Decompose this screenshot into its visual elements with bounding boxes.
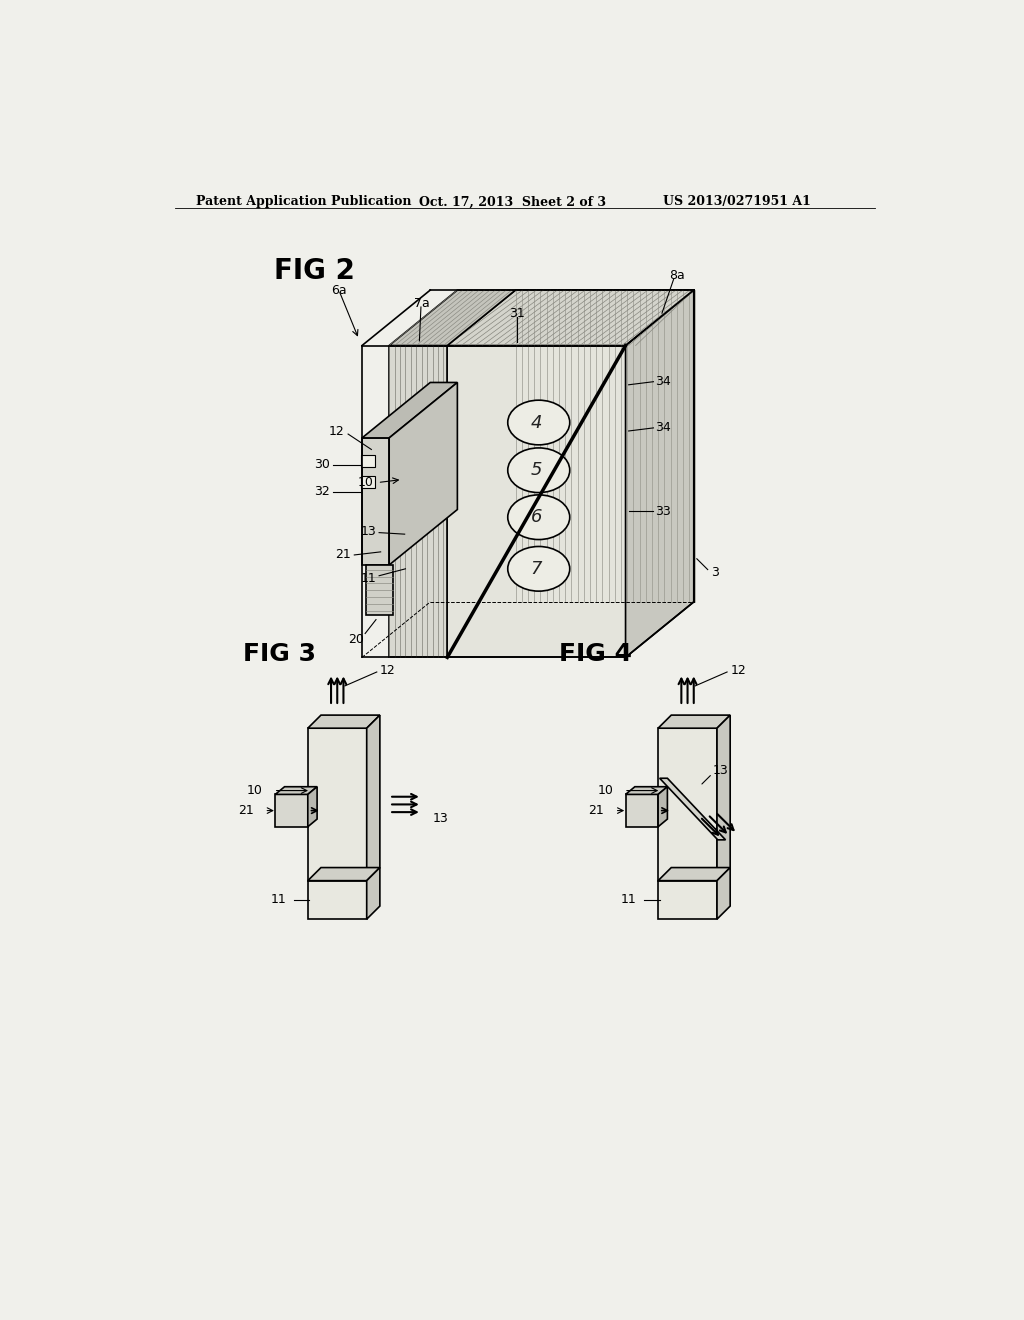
- Text: 6: 6: [530, 508, 542, 527]
- Ellipse shape: [508, 546, 569, 591]
- Polygon shape: [717, 715, 730, 880]
- Polygon shape: [367, 867, 380, 919]
- Polygon shape: [658, 867, 730, 880]
- FancyBboxPatch shape: [658, 729, 717, 880]
- Polygon shape: [659, 779, 726, 840]
- Polygon shape: [308, 867, 380, 880]
- Text: FIG 3: FIG 3: [243, 642, 315, 667]
- Ellipse shape: [508, 447, 569, 492]
- Polygon shape: [308, 715, 380, 729]
- Text: 12: 12: [329, 425, 344, 438]
- FancyBboxPatch shape: [275, 795, 308, 826]
- Text: 34: 34: [655, 375, 671, 388]
- Text: 21: 21: [336, 548, 351, 561]
- Polygon shape: [447, 290, 693, 346]
- Text: FIG 4: FIG 4: [559, 642, 632, 667]
- Text: 7a: 7a: [414, 297, 430, 310]
- Text: 3: 3: [712, 566, 720, 579]
- FancyBboxPatch shape: [626, 795, 658, 826]
- Text: 10: 10: [247, 784, 263, 797]
- Text: 4: 4: [530, 413, 542, 432]
- FancyBboxPatch shape: [308, 880, 367, 919]
- Text: Patent Application Publication: Patent Application Publication: [197, 195, 412, 209]
- Text: 10: 10: [597, 784, 613, 797]
- Polygon shape: [275, 787, 317, 795]
- Text: 34: 34: [655, 421, 671, 434]
- Polygon shape: [389, 290, 515, 346]
- FancyBboxPatch shape: [361, 455, 375, 467]
- Polygon shape: [447, 346, 626, 657]
- Text: 32: 32: [314, 486, 330, 499]
- Text: US 2013/0271951 A1: US 2013/0271951 A1: [663, 195, 811, 209]
- FancyBboxPatch shape: [361, 475, 375, 488]
- Polygon shape: [717, 867, 730, 919]
- Polygon shape: [308, 787, 317, 826]
- Text: 13: 13: [360, 524, 376, 537]
- Text: 11: 11: [270, 894, 286, 907]
- FancyBboxPatch shape: [308, 729, 367, 880]
- Ellipse shape: [508, 400, 569, 445]
- Text: 11: 11: [621, 894, 636, 907]
- Polygon shape: [367, 715, 380, 880]
- Text: 11: 11: [360, 573, 376, 585]
- FancyBboxPatch shape: [658, 880, 717, 919]
- Polygon shape: [362, 438, 389, 565]
- Polygon shape: [626, 290, 693, 657]
- Text: 13: 13: [432, 812, 449, 825]
- Text: 10: 10: [358, 477, 374, 490]
- Polygon shape: [658, 787, 668, 826]
- Text: Oct. 17, 2013  Sheet 2 of 3: Oct. 17, 2013 Sheet 2 of 3: [419, 195, 605, 209]
- Text: 31: 31: [509, 306, 525, 319]
- Text: 21: 21: [238, 804, 254, 817]
- Polygon shape: [389, 383, 458, 565]
- Text: FIG 2: FIG 2: [273, 257, 354, 285]
- Text: 13: 13: [713, 764, 728, 777]
- Polygon shape: [366, 565, 393, 615]
- Polygon shape: [626, 787, 668, 795]
- Text: 30: 30: [313, 458, 330, 471]
- Text: 7: 7: [530, 560, 542, 578]
- Ellipse shape: [508, 495, 569, 540]
- Text: 6a: 6a: [331, 284, 346, 297]
- Text: 20: 20: [348, 634, 364, 647]
- Polygon shape: [515, 290, 693, 602]
- Text: 5: 5: [530, 461, 542, 479]
- Text: 33: 33: [655, 504, 671, 517]
- Polygon shape: [658, 715, 730, 729]
- Polygon shape: [362, 383, 458, 438]
- Text: 12: 12: [730, 664, 745, 677]
- Polygon shape: [389, 346, 447, 657]
- Text: 21: 21: [588, 804, 604, 817]
- Text: 12: 12: [380, 664, 395, 677]
- Text: 8a: 8a: [669, 269, 685, 282]
